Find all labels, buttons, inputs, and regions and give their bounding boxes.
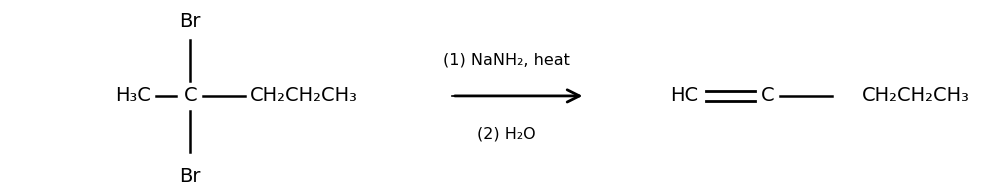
Text: C: C bbox=[761, 86, 775, 105]
Text: (2) H₂O: (2) H₂O bbox=[477, 127, 536, 142]
Text: CH₂CH₂CH₃: CH₂CH₂CH₃ bbox=[862, 86, 970, 105]
Text: CH₂CH₂CH₃: CH₂CH₂CH₃ bbox=[250, 86, 357, 105]
Text: C: C bbox=[184, 86, 197, 105]
Text: H₃C: H₃C bbox=[115, 86, 151, 105]
Text: Br: Br bbox=[180, 12, 201, 31]
Text: HC: HC bbox=[670, 86, 698, 105]
Text: Br: Br bbox=[180, 167, 201, 186]
Text: (1) NaNH₂, heat: (1) NaNH₂, heat bbox=[443, 52, 570, 67]
